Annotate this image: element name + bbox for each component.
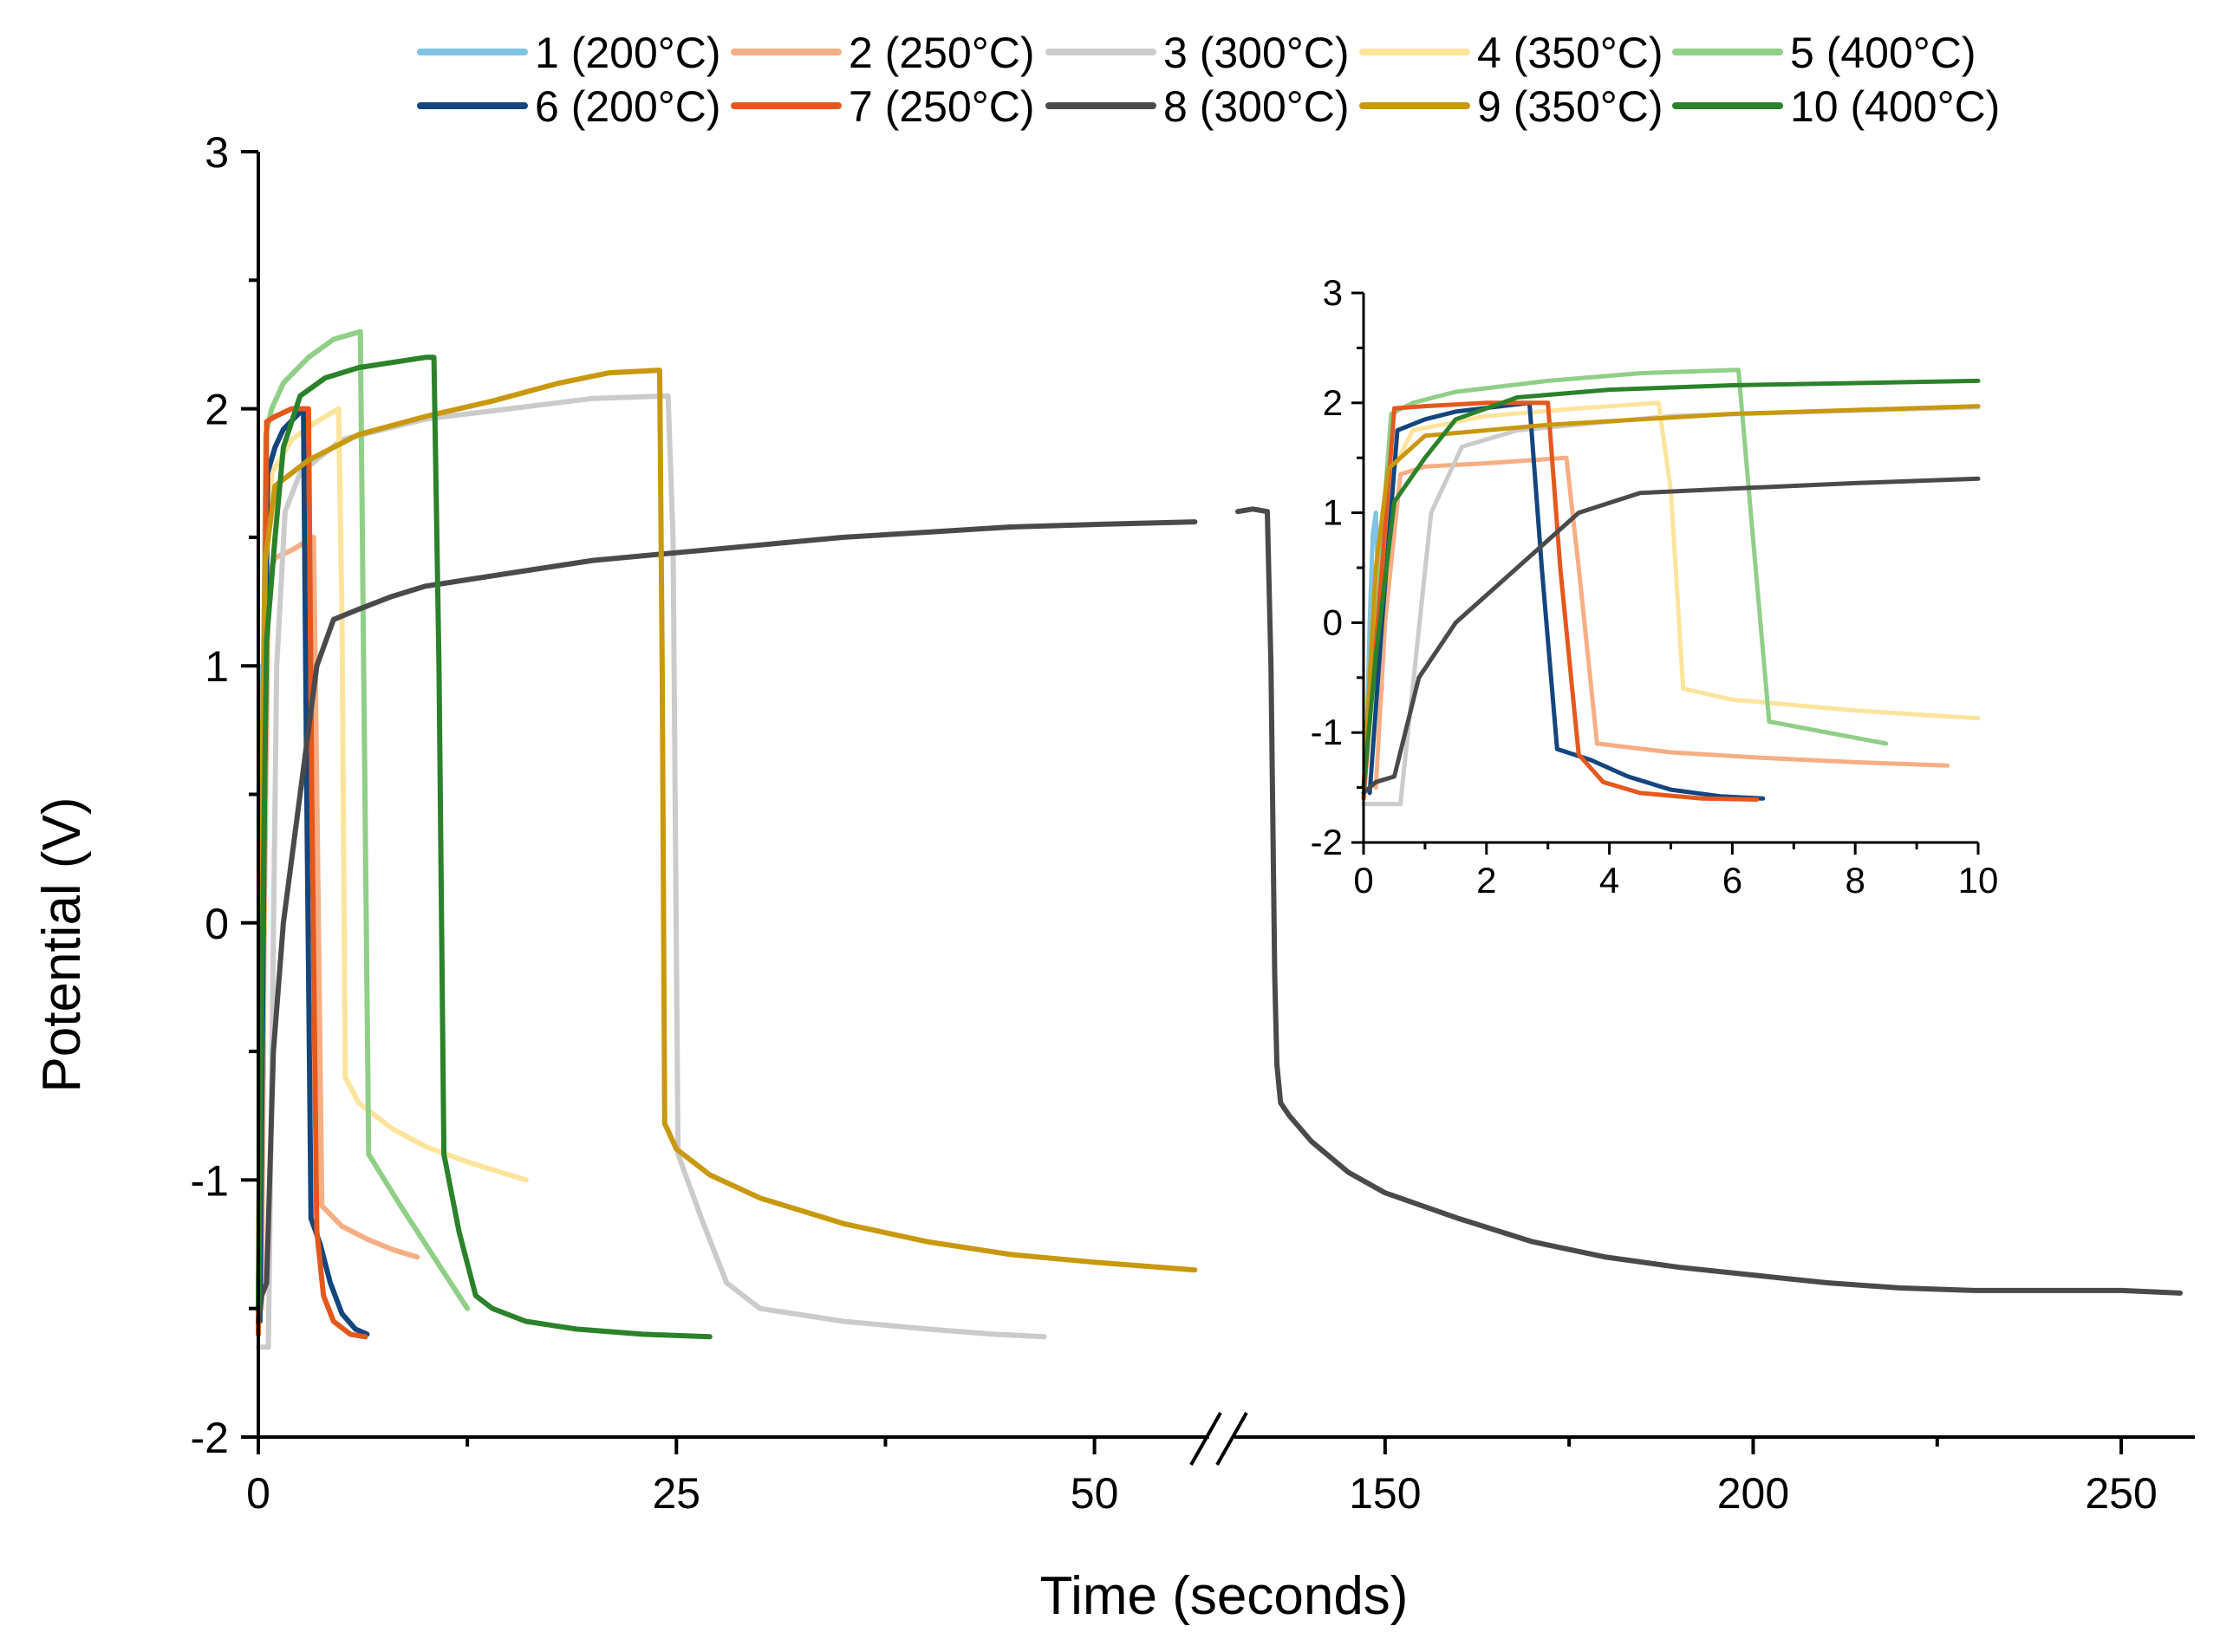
inset-x-tick-label: 2 (1476, 860, 1496, 901)
legend-label: 4 (350°C) (1477, 29, 1663, 77)
legend-label: 6 (200°C) (535, 82, 721, 131)
inset-y-tick-label: 2 (1323, 382, 1343, 423)
inset-axes: -2 -1 0 1 2 3 0 2 4 6 8 10 (1311, 272, 1999, 901)
series-line-9 (256, 367, 1198, 1311)
axis-break-mark (1215, 1412, 1248, 1466)
inset-series-line-6 (1367, 400, 1766, 801)
y-tick-label: 2 (205, 386, 229, 434)
legend-label: 5 (400°C) (1790, 29, 1976, 77)
legend-label: 10 (400°C) (1790, 82, 2000, 131)
inset-y-tick-label: -2 (1311, 822, 1343, 862)
x-tick-label: 150 (1349, 1469, 1421, 1518)
y-tick-label: -2 (191, 1414, 229, 1462)
y-tick-label: 3 (205, 128, 229, 177)
inset-series-line-10 (1361, 378, 1981, 790)
inset-y-tick-label: -1 (1311, 712, 1343, 752)
inset-x-tick-label: 6 (1722, 860, 1742, 901)
series-line-7 (256, 406, 368, 1340)
y-tick-label: 0 (205, 900, 229, 948)
legend-label: 2 (250°C) (849, 29, 1035, 77)
inset-x-tick-label: 8 (1846, 860, 1865, 901)
axis-break-mark (1189, 1412, 1222, 1466)
x-tick-label: 200 (1717, 1469, 1789, 1518)
series-line-4 (257, 406, 529, 1260)
inset-series-line-9 (1361, 404, 1981, 790)
legend-label: 1 (200°C) (535, 29, 721, 77)
legend-label: 3 (300°C) (1163, 29, 1350, 77)
legend-label: 9 (350°C) (1477, 82, 1663, 131)
x-tick-label: 50 (1071, 1469, 1119, 1518)
legend-label: 7 (250°C) (849, 82, 1035, 131)
series-line-3 (256, 393, 1047, 1350)
inset-y-tick-label: 0 (1323, 602, 1343, 642)
inset-series-line-5 (1361, 367, 1889, 801)
x-tick-label: 250 (2085, 1469, 2157, 1518)
legend-label: 8 (300°C) (1163, 82, 1350, 131)
x-tick-label: 0 (246, 1469, 270, 1518)
y-tick-label: 1 (205, 642, 229, 691)
inset-x-tick-label: 4 (1599, 860, 1619, 901)
inset-series-line-7 (1361, 400, 1760, 802)
x-tick-label: 25 (652, 1469, 700, 1518)
series-line-10 (256, 354, 713, 1340)
inset-y-tick-label: 1 (1323, 492, 1343, 533)
y-axis-title: Potential (V) (32, 797, 92, 1092)
inset-x-tick-label: 0 (1353, 860, 1373, 901)
x-axis-title: Time (seconds) (1040, 1566, 1409, 1626)
inset-series-line-8 (1361, 476, 1981, 796)
inset-y-tick-label: 3 (1323, 272, 1343, 313)
series-line-8 (256, 506, 2183, 1324)
y-tick-label: -1 (191, 1156, 229, 1205)
inset-x-tick-label: 10 (1958, 860, 1999, 901)
legend: 1 (200°C) 2 (250°C) 3 (300°C) 4 (350°C) 5 (4… (417, 29, 2000, 131)
inset-plot-series (1361, 367, 1981, 807)
